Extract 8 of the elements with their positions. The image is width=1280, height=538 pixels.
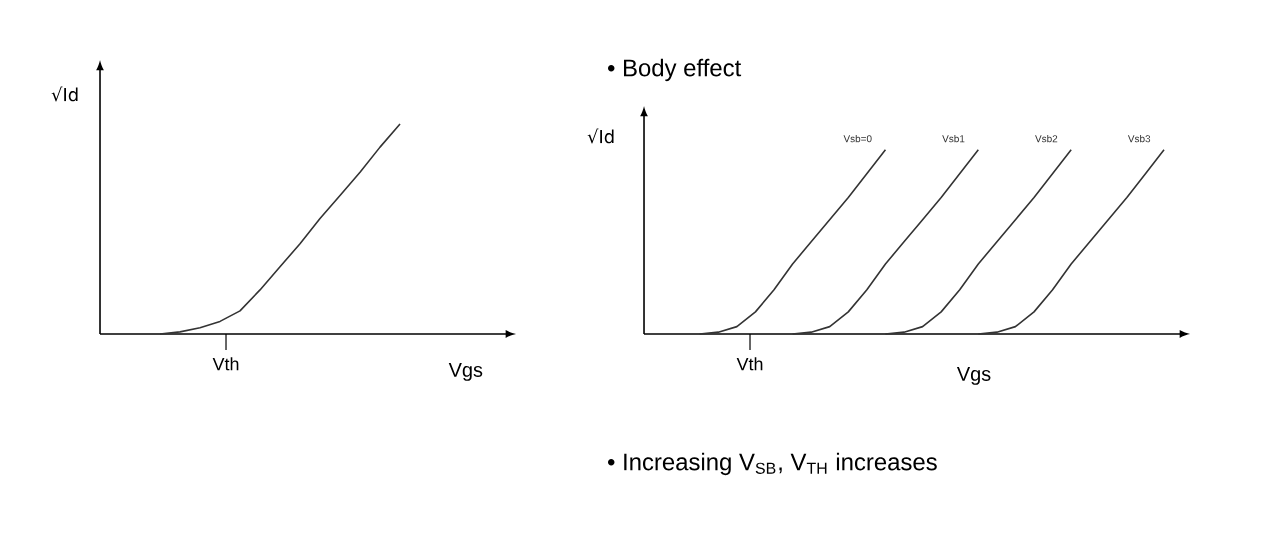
- y-axis-title: √Id: [587, 128, 614, 144]
- y-axis-title: √Id: [51, 86, 78, 102]
- text: Vth: [736, 357, 763, 371]
- text: • Increasing V$_{SB}$, V$_{TH}$ increases: [607, 452, 937, 476]
- x-axis-title: Vgs: [448, 363, 483, 381]
- chart-title: • Body effect: [607, 58, 742, 82]
- x-axis-title: Vgs: [956, 367, 991, 385]
- text: Vth: [212, 357, 239, 371]
